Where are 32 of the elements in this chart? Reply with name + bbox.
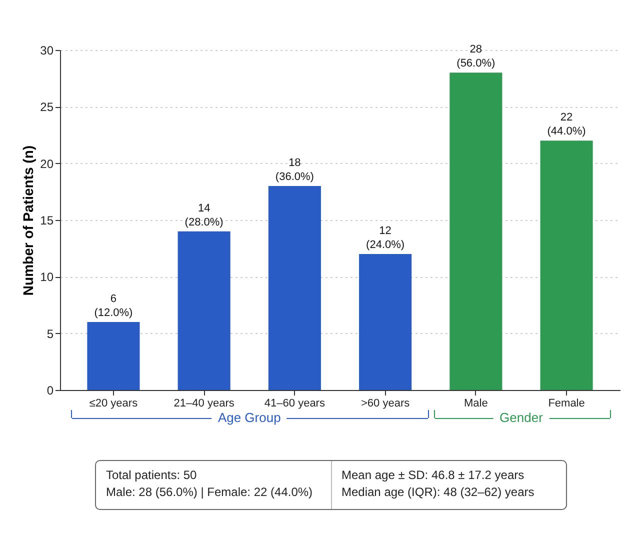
x-tick-label: Female bbox=[548, 398, 585, 410]
data-label: 18 (36.0%) bbox=[275, 157, 314, 183]
bar bbox=[540, 140, 593, 390]
y-tick-label: 25 bbox=[40, 100, 54, 114]
data-label: 28 (56.0%) bbox=[456, 44, 496, 70]
text: Median age (IQR): 48 (32–62) years bbox=[342, 485, 534, 499]
y-tick-label: 10 bbox=[40, 270, 54, 284]
text: Age Group bbox=[212, 410, 287, 425]
bar bbox=[178, 231, 230, 390]
y-tick-label: 5 bbox=[46, 326, 54, 341]
text: Male: 28 (56.0%) | Female: 22 (44.0%) bbox=[106, 485, 313, 499]
bar bbox=[450, 72, 502, 390]
x-tick-label: >60 years bbox=[360, 398, 410, 410]
text: Mean age ± SD: 46.8 ± 17.2 years bbox=[342, 468, 524, 482]
x-tick-label: 41–60 years bbox=[264, 398, 326, 410]
data-label: 14 (28.0%) bbox=[184, 202, 224, 228]
x-tick-label: ≤20 years bbox=[89, 398, 138, 410]
y-tick-label: 20 bbox=[40, 156, 54, 171]
bar bbox=[87, 322, 140, 390]
y-axis-title: Number of Patients (n) bbox=[20, 145, 36, 296]
bar bbox=[359, 254, 412, 390]
x-tick-label: 21–40 years bbox=[174, 398, 235, 410]
x-tick-label: Male bbox=[464, 398, 488, 410]
data-label: 22 (44.0%) bbox=[547, 112, 586, 138]
text: Gender bbox=[494, 410, 549, 425]
y-tick-label: 15 bbox=[40, 214, 54, 228]
data-label: 6 (12.0%) bbox=[94, 293, 133, 319]
y-tick-label: 30 bbox=[40, 44, 54, 58]
bar bbox=[268, 186, 321, 390]
data-label: 12 (24.0%) bbox=[366, 225, 405, 251]
text: Total patients: 50 bbox=[106, 468, 197, 482]
y-tick-label: 0 bbox=[46, 384, 54, 398]
